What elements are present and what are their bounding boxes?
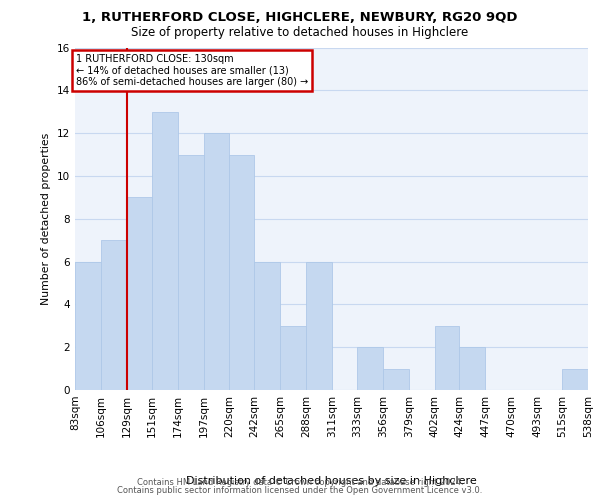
Bar	[75, 262, 101, 390]
Bar	[152, 112, 178, 390]
Bar	[357, 347, 383, 390]
Text: 1 RUTHERFORD CLOSE: 130sqm
← 14% of detached houses are smaller (13)
86% of semi: 1 RUTHERFORD CLOSE: 130sqm ← 14% of deta…	[76, 54, 308, 87]
Bar	[460, 347, 485, 390]
Bar	[203, 133, 229, 390]
Bar	[254, 262, 280, 390]
Bar	[178, 154, 203, 390]
X-axis label: Distribution of detached houses by size in Highclere: Distribution of detached houses by size …	[186, 476, 477, 486]
Text: Contains public sector information licensed under the Open Government Licence v3: Contains public sector information licen…	[118, 486, 482, 495]
Bar	[229, 154, 254, 390]
Bar	[280, 326, 306, 390]
Bar	[306, 262, 332, 390]
Y-axis label: Number of detached properties: Number of detached properties	[41, 132, 52, 305]
Text: 1, RUTHERFORD CLOSE, HIGHCLERE, NEWBURY, RG20 9QD: 1, RUTHERFORD CLOSE, HIGHCLERE, NEWBURY,…	[82, 11, 518, 24]
Bar	[434, 326, 460, 390]
Text: Contains HM Land Registry data © Crown copyright and database right 2024.: Contains HM Land Registry data © Crown c…	[137, 478, 463, 487]
Text: Size of property relative to detached houses in Highclere: Size of property relative to detached ho…	[131, 26, 469, 39]
Bar	[383, 368, 409, 390]
Bar	[101, 240, 127, 390]
Bar	[127, 198, 152, 390]
Bar	[562, 368, 588, 390]
